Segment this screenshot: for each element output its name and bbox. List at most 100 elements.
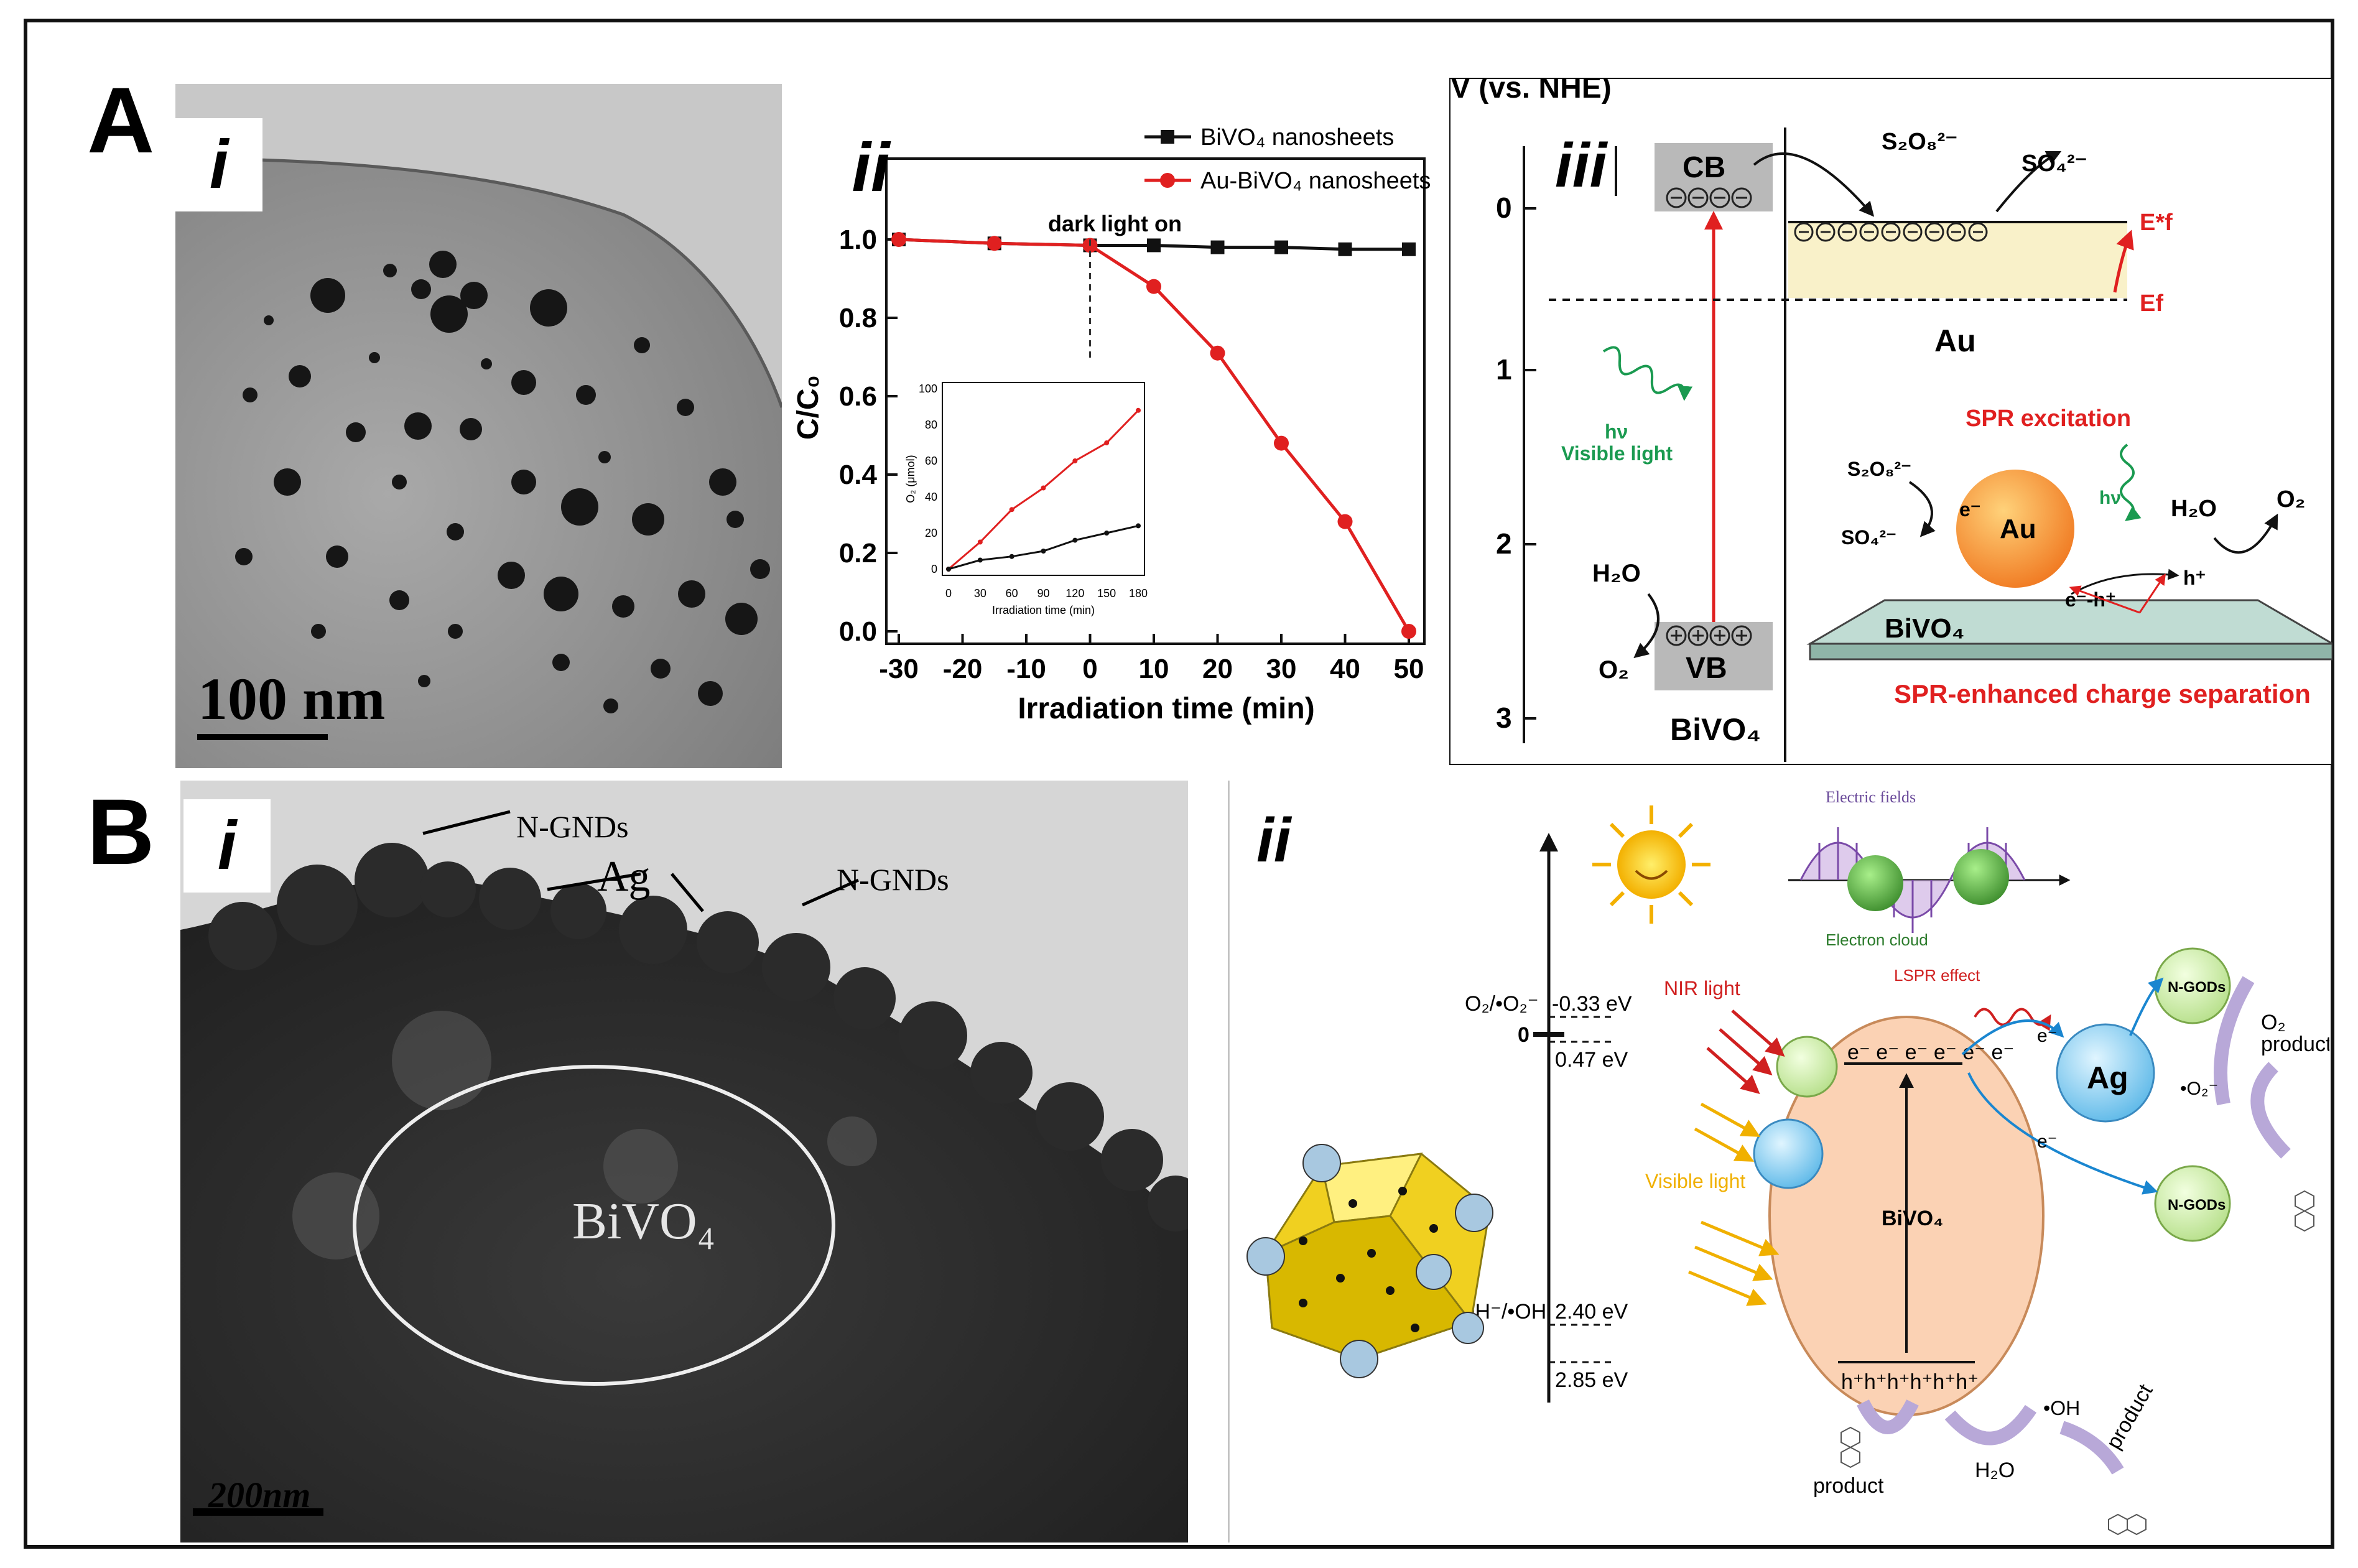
x-tick-label: 20	[1202, 654, 1233, 684]
panel-b-ii-label: ii	[1256, 805, 1293, 875]
h2o-label-b: H₂O	[1975, 1459, 2015, 1482]
y-tick-label: 1.0	[839, 225, 877, 255]
inset-series-0-point	[1041, 485, 1046, 491]
ef-label: Ef	[2140, 290, 2163, 317]
inset-x-tick-label: 0	[945, 587, 952, 600]
panel-b-letter: B	[87, 779, 155, 884]
o2-label-b: O₂	[2261, 1011, 2286, 1034]
e-240-label: 2.40 eV	[1555, 1300, 1628, 1324]
so4-label: SO₄²⁻	[2021, 151, 2087, 177]
inset-series-1-point	[1136, 523, 1141, 529]
tick-2: 2	[1496, 527, 1512, 560]
zero-level-label: 0	[1518, 1023, 1529, 1047]
n-gods-label-top: N-GODs	[2168, 979, 2226, 996]
au-band-label: Au	[1934, 323, 1976, 358]
n-gods-label-bottom: N-GODs	[2168, 1197, 2226, 1213]
visible-light-label-b: Visible light	[1645, 1170, 1745, 1192]
ag-ngods-bivo4-crystal	[1246, 1144, 1493, 1378]
dye-molecule-icons	[1840, 1190, 2314, 1536]
inset-y-tick-label: 40	[925, 491, 937, 503]
bivo4-outline	[353, 1065, 835, 1386]
inset-series-1-point	[1041, 549, 1046, 554]
legend-label-0: BiVO₄ nanosheets	[1200, 124, 1394, 151]
x-tick-label: -10	[1006, 654, 1046, 684]
inset-border	[942, 382, 1145, 576]
nir-light-label: NIR light	[1664, 977, 1740, 1000]
series-0-point	[1274, 240, 1288, 254]
inset-x-tick-label: 90	[1037, 587, 1049, 600]
panel-a-iii-label: iii	[1555, 131, 1608, 200]
series-0-point	[1338, 242, 1352, 256]
chart-series	[891, 232, 1416, 639]
spr-band-diagram: V (vs. NHE) 0 1 2 3 iii CB VB BiVO₄	[1449, 78, 2332, 765]
s2o8-spr-label: S₂O₈²⁻	[1847, 458, 1911, 480]
electric-fields-label: Electric fields	[1826, 788, 1916, 806]
series-1-point	[1210, 345, 1225, 361]
x-tick-label: 30	[1266, 654, 1297, 684]
inset-y-tick-label: 80	[925, 419, 937, 431]
bivo4-ellipse-label: BiVO₄	[1882, 1207, 1943, 1230]
series-0-point	[1402, 242, 1416, 256]
inset-x-tick-label: 180	[1129, 587, 1148, 600]
tick-1: 1	[1496, 353, 1512, 386]
x-tick-label: 40	[1330, 654, 1360, 684]
nir-absorber-particle	[1776, 1036, 1838, 1098]
light-on-label: light on	[1101, 211, 1182, 236]
e-047-label: 0.47 eV	[1555, 1048, 1628, 1072]
legend-label-1: Au-BiVO₄ nanosheets	[1200, 168, 1431, 194]
chart-axes: Irradiation time (min) C/C₀	[792, 157, 1426, 725]
inset-y-axis-title: O₂ (μmol)	[904, 455, 917, 503]
valence-band	[1655, 622, 1773, 690]
x-tick-label: 50	[1394, 654, 1424, 684]
y-axis-title: C/C₀	[792, 375, 825, 440]
electron-cloud-label: Electron cloud	[1826, 930, 1928, 949]
figure-frame	[24, 19, 2334, 1549]
ag-label: Ag	[597, 853, 651, 901]
ag-nanoparticle	[2056, 1023, 2155, 1123]
e-033-label: -0.33 eV	[1552, 992, 1632, 1016]
inset-x-tick-label: 60	[1006, 587, 1018, 600]
bivo4-slab-label: BiVO₄	[1885, 613, 1965, 644]
h2o-label: H₂O	[1592, 560, 1641, 587]
inset-series-1-point	[1104, 531, 1110, 536]
series-1-point	[1401, 624, 1416, 639]
o2-redox-label: O₂/•O₂⁻	[1465, 992, 1539, 1016]
series-1-point	[986, 236, 1002, 251]
y-tick-label: 0.4	[839, 460, 878, 490]
chart-inset: 0 30 60 90 120 150 180 0 20 40 60 80 100 Irradiation …	[904, 382, 1148, 616]
sun-icon	[1592, 805, 1710, 924]
inset-series-1-point	[1009, 554, 1014, 559]
au-fermi-region	[1788, 222, 2127, 298]
product-label-1: product	[2261, 1032, 2329, 1056]
visible-absorber-particle	[1753, 1118, 1824, 1189]
inset-x-tick-label: 30	[974, 587, 986, 600]
chart-ticks: -30 -20 -10 0 10 20 30 40 50 0.0 0.2 0.4 0.6 0.8 1.0	[839, 225, 1424, 684]
inset-series-1-point	[1072, 537, 1078, 543]
inset-series-0-point	[1009, 507, 1014, 513]
tem-image-au-bivo4	[175, 84, 782, 768]
product-label-2: product	[1813, 1474, 1884, 1498]
tem-image-ag-bivo4	[180, 781, 1188, 1542]
conduction-band	[1655, 143, 1773, 211]
panel-a-i-label: i	[175, 118, 262, 211]
superoxide-label: •O₂⁻	[2180, 1079, 2218, 1099]
series-1-point	[1146, 279, 1161, 294]
inset-series-1-point	[977, 557, 983, 563]
bivo4-band-label: BiVO₄	[1670, 712, 1761, 747]
series-1-point	[1337, 514, 1353, 529]
s2o8-label: S₂O₈²⁻	[1882, 129, 1957, 155]
x-tick-label: 10	[1139, 654, 1169, 684]
x-tick-label: 0	[1082, 654, 1097, 684]
cb-electrons-label: e⁻ e⁻ e⁻ e⁻ e⁻ e⁻	[1847, 1041, 2014, 1064]
spr-excitation-label: SPR excitation	[1966, 406, 2131, 432]
inset-series-1-point	[946, 567, 951, 572]
n-gnds-label-2: N-GNDs	[837, 862, 949, 897]
au-particle-label: Au	[2000, 514, 2036, 544]
n-gods-particle-bottom	[2154, 1165, 2231, 1242]
scale-bar-label-100nm: 100 nm	[198, 666, 386, 732]
dark-label: dark	[1048, 211, 1096, 236]
eh-pair-label: e⁻-h⁺	[2065, 588, 2116, 611]
au-nanoparticle	[1956, 470, 2074, 588]
lspr-effect-label: LSPR effect	[1894, 966, 1980, 985]
x-axis-title: Irradiation time (min)	[1018, 692, 1314, 725]
